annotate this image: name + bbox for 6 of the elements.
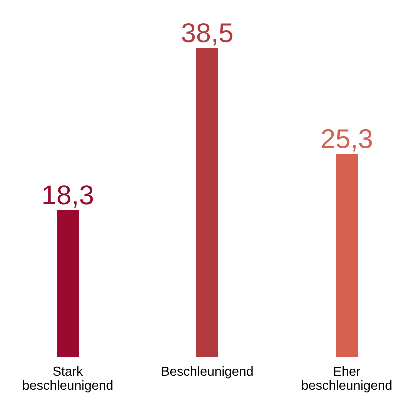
data-label: 38,5 [182,23,233,46]
x-tick-label: Stark beschleunigend [23,366,113,393]
x-tick-label: Eher beschleunigend [302,366,392,393]
data-label: 25,3 [322,129,372,152]
x-tick-label: Beschleunigend [162,366,253,379]
data-label: 18,3 [44,186,94,208]
